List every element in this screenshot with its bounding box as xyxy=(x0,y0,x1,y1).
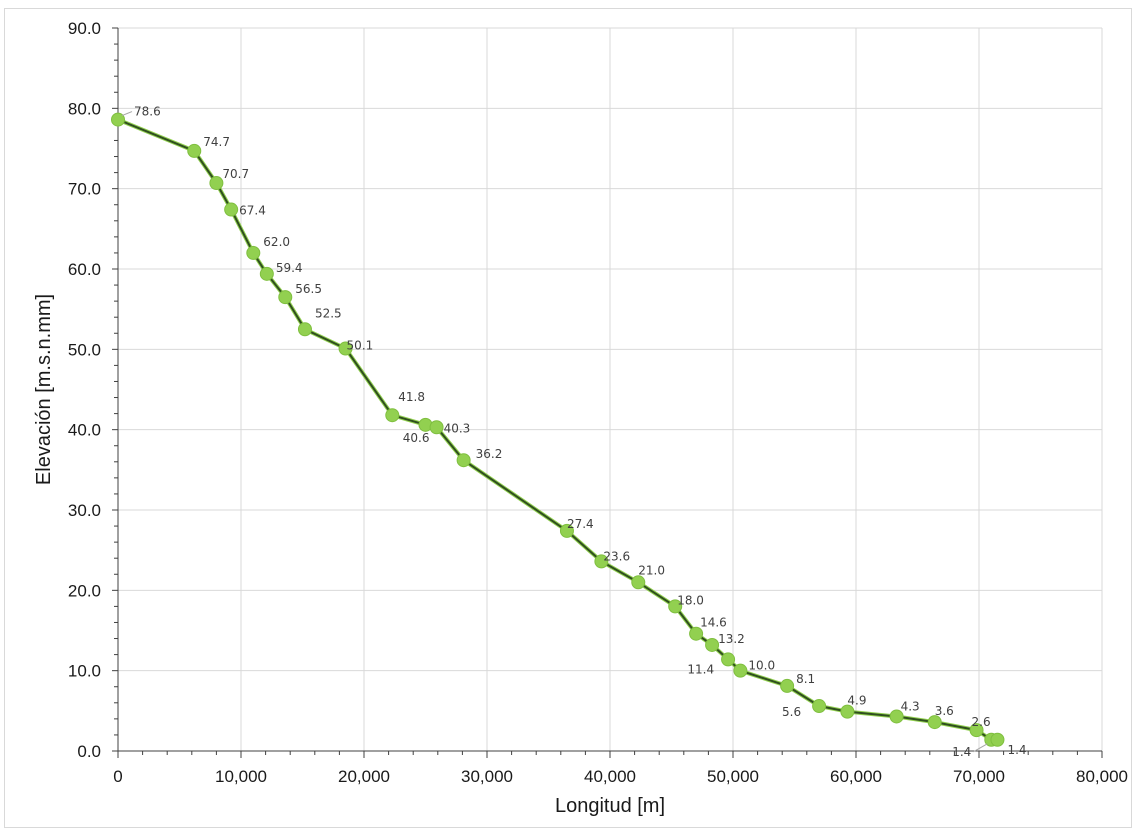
data-label: 21.0 xyxy=(638,563,665,577)
data-point xyxy=(780,678,795,693)
data-point xyxy=(111,112,125,127)
label-leader-line xyxy=(121,111,133,117)
data-label: 1.4 xyxy=(1007,743,1026,757)
data-point xyxy=(224,202,239,217)
data-point xyxy=(812,699,827,714)
y-tick-label: 10.0 xyxy=(68,662,101,681)
y-tick-label: 80.0 xyxy=(68,99,101,118)
data-label: 18.0 xyxy=(677,593,704,607)
x-tick-label: 30,000 xyxy=(461,767,513,786)
data-label: 8.1 xyxy=(796,672,815,686)
data-point xyxy=(338,341,353,356)
y-tick-label: 70.0 xyxy=(68,180,101,199)
data-point xyxy=(705,637,720,652)
data-point xyxy=(209,176,224,191)
data-label: 56.5 xyxy=(295,282,322,296)
y-axis-title: Elevación [m.s.n.mm] xyxy=(33,294,55,485)
x-tick-label: 60,000 xyxy=(830,767,882,786)
x-tick-label: 70,000 xyxy=(953,767,1005,786)
data-label: 78.6 xyxy=(134,105,161,119)
data-label: 40.3 xyxy=(444,421,471,435)
data-point xyxy=(889,709,904,724)
data-point xyxy=(733,663,748,678)
series-elevation xyxy=(111,112,1005,747)
data-point xyxy=(631,575,646,590)
data-label: 59.4 xyxy=(276,261,303,275)
data-point xyxy=(594,554,609,569)
data-point xyxy=(456,453,471,468)
y-tick-label: 90.0 xyxy=(68,19,101,38)
data-label: 5.6 xyxy=(782,705,801,719)
data-label: 62.0 xyxy=(263,235,290,249)
data-point xyxy=(429,420,444,435)
data-point xyxy=(689,626,704,641)
x-tick-label: 20,000 xyxy=(338,767,390,786)
x-tick-label: 10,000 xyxy=(215,767,267,786)
data-label: 27.4 xyxy=(567,517,594,531)
data-point xyxy=(559,523,574,538)
data-point xyxy=(721,652,736,667)
data-label: 13.2 xyxy=(718,632,745,646)
data-point xyxy=(385,408,400,423)
x-tick-label: 40,000 xyxy=(584,767,636,786)
data-point xyxy=(840,704,855,719)
data-label: 67.4 xyxy=(239,204,266,218)
y-tick-label: 0.0 xyxy=(77,742,101,761)
x-tick-label: 0 xyxy=(113,767,122,786)
data-labels: 78.6 74.7 70.7 67.4 62.0 59.4 56.5 52.5 50.1 41.8… xyxy=(121,105,1027,759)
data-label: 74.7 xyxy=(203,135,230,149)
label-leader-line xyxy=(973,743,988,753)
data-label: 14.6 xyxy=(700,616,727,630)
data-point xyxy=(668,599,683,614)
y-tick-label: 40.0 xyxy=(68,421,101,440)
data-label: 52.5 xyxy=(315,306,342,320)
data-label: 3.6 xyxy=(935,704,954,718)
y-tick-label: 50.0 xyxy=(68,340,101,359)
y-tick-label: 60.0 xyxy=(68,260,101,279)
data-label: 4.9 xyxy=(847,694,866,708)
data-point xyxy=(259,266,274,281)
x-tick-label: 50,000 xyxy=(707,767,759,786)
data-label: 40.6 xyxy=(403,431,430,445)
data-point xyxy=(969,723,984,738)
data-label: 50.1 xyxy=(347,339,374,353)
data-point xyxy=(990,732,1005,747)
data-label: 10.0 xyxy=(748,659,775,673)
data-label: 4.3 xyxy=(901,699,920,713)
data-point xyxy=(927,715,942,730)
axes: 0.0 10.0 20.0 30.0 40.0 50.0 60.0 70.0 80.0 90.0 0… xyxy=(68,19,1128,786)
data-label: 70.7 xyxy=(222,167,249,181)
data-label: 11.4 xyxy=(687,662,714,676)
data-point xyxy=(246,245,261,260)
y-tick-label: 20.0 xyxy=(68,581,101,600)
data-label: 41.8 xyxy=(398,390,425,404)
data-point xyxy=(187,143,202,158)
x-tick-label: 80,000 xyxy=(1076,767,1128,786)
data-label: 1.4 xyxy=(952,745,971,759)
y-tick-label: 30.0 xyxy=(68,501,101,520)
x-axis-title: Longitud [m] xyxy=(555,795,665,817)
data-point xyxy=(278,290,293,305)
gridlines xyxy=(118,27,1103,751)
data-label: 2.6 xyxy=(972,715,991,729)
data-label: 36.2 xyxy=(476,447,503,461)
data-point xyxy=(297,322,312,337)
data-label: 23.6 xyxy=(603,549,630,563)
